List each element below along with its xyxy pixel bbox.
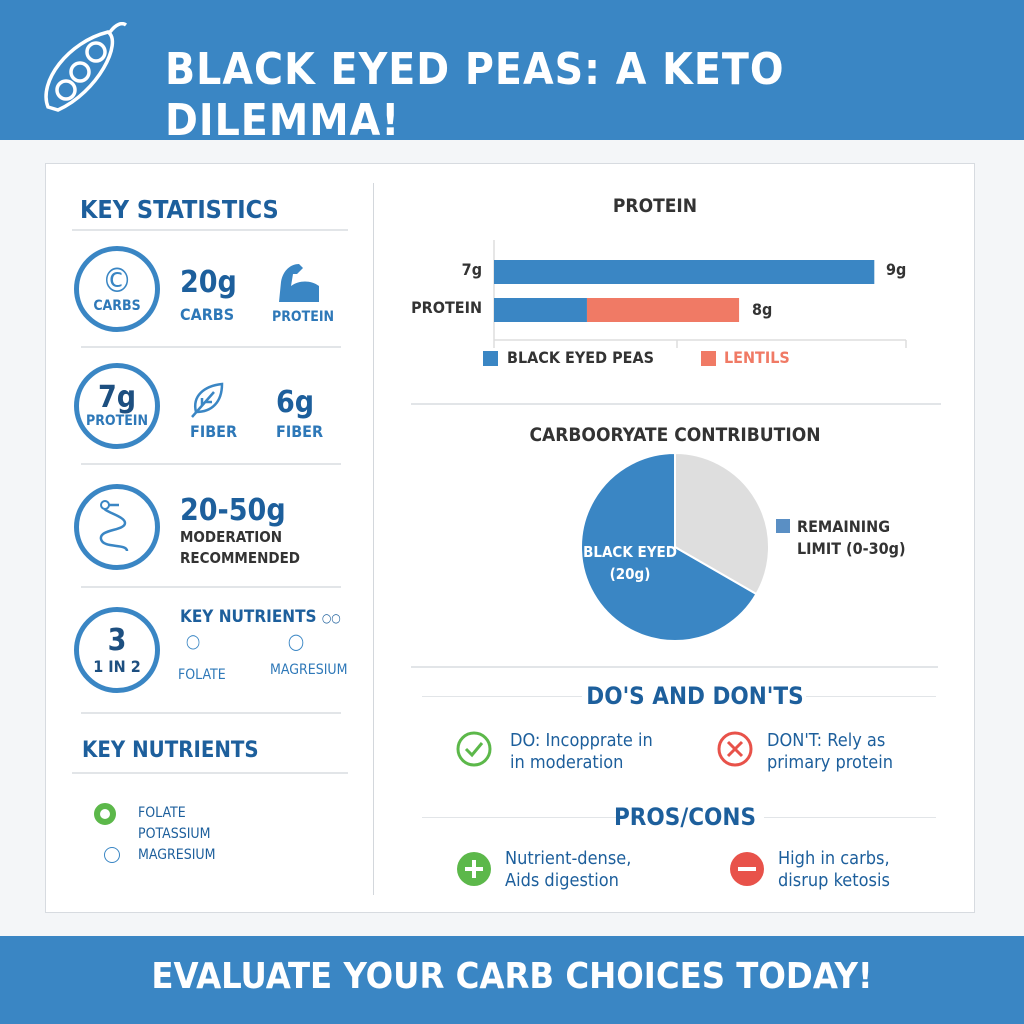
divider [422,817,617,818]
divider [81,346,341,348]
key-nutrients-label: KEY NUTRIENTS ○○ [180,607,341,627]
pro-line: Nutrient-dense, [505,848,632,869]
divider [72,229,348,231]
muscle-arm-icon [279,264,319,302]
pie-legend-label: REMAINING LIMIT (0-30g) [797,516,906,560]
key-nutrients-heading: KEY NUTRIENTS [82,738,259,763]
divider [72,772,348,774]
bar-row-label: 7g [461,260,482,279]
folate-icon: ◯ [186,634,201,650]
carbs-icon: © [101,261,133,301]
pie-slice [674,452,770,596]
dos-donts-heading: DO'S AND DON'TS [586,682,804,710]
ring-label: 1 IN 2 [93,656,141,676]
legend-label: LENTILS [724,348,790,367]
ring-label: PROTEIN [85,413,149,429]
folate-bullet-icon [94,803,116,825]
legend-label: BLACK EYED PEAS [507,348,654,367]
circles-icon: ○○ [321,611,341,625]
con-line: High in carbs, [778,848,890,869]
column-divider [373,183,374,895]
magnesium-label: MAGRESIUM [270,662,348,678]
do-line: DO: Incopprate in [510,730,653,751]
footer-banner [0,936,1024,1024]
legend-line: LIMIT (0-30g) [797,539,906,558]
x-circle-icon [717,731,753,767]
minus-icon [730,852,764,886]
slice-sublabel: (20g) [609,565,651,583]
carbs-value: 20g [180,265,237,300]
moderation-label: MODERATION [180,528,282,546]
call-to-action: EVALUATE YOUR CARB CHOICES TODAY! [151,956,873,997]
list-item: MAGRESIUM [138,847,216,863]
digestion-ring [74,484,160,570]
list-item: FOLATE [138,805,186,821]
legend-swatch-lentils [701,351,716,366]
check-icon [456,731,492,767]
dont-text: DON'T: Rely as primary protein [767,730,893,774]
nutrients-ring: 3 1 IN 2 [74,607,160,693]
bar-row-label: PROTEIN [411,298,482,317]
divider [81,463,341,465]
key-statistics-heading: KEY STATISTICS [80,195,279,224]
plus-icon [457,852,491,886]
pea-pod-icon [44,22,128,112]
divider [422,696,582,697]
pie-slice [580,452,758,642]
carbs-label: CARBS [180,305,235,324]
protein-bar-chart [493,240,907,348]
pie-slice-label: BLACK EYED (20g) [580,541,680,585]
recommended-label: RECOMMENDED [180,549,300,567]
pros-text: Nutrient-dense, Aids digestion [505,848,631,892]
fiber-value: 6g [276,385,315,420]
nutrient-list: FOLATE POTASSIUM MAGRESIUM [138,803,216,866]
moderation-value: 20-50g [180,493,286,528]
legend-swatch-remaining [776,519,790,533]
content-card [45,163,975,913]
divider [81,586,341,588]
page-title: BLACK EYED PEAS: A KETO DILEMMA! [165,44,785,146]
leaf-icon [191,382,224,418]
bar-segment [494,298,587,322]
key-nutrients-text: KEY NUTRIENTS [180,607,317,627]
fiber-icon-label: FIBER [190,422,238,441]
magnesium-icon: ◯ [288,632,305,651]
divider [411,403,941,405]
dont-line: DON'T: Rely as [767,730,886,751]
list-item: POTASSIUM [138,826,211,842]
protein-ring: 7g PROTEIN [74,363,160,449]
dont-line: primary protein [767,752,894,773]
folate-label: FOLATE [178,667,226,683]
intestine-icon [99,500,129,552]
legend-line: REMAINING [797,517,890,536]
carbs-ring: © CARBS [74,246,160,332]
bar-chart-title: PROTEIN [612,195,698,217]
divider [764,817,936,818]
con-line: disrup ketosis [778,870,890,891]
do-line: in moderation [510,752,624,773]
slice-label: BLACK EYED [583,543,677,561]
protein-icon-label: PROTEIN [272,309,335,325]
pie-chart-title: CARBOORYATE CONTRIBUTION [529,424,821,446]
bar-data-label: 9g [886,260,907,279]
pro-line: Aids digestion [505,870,619,891]
header-banner [0,0,1024,140]
ring-value: 3 [107,622,127,658]
bar-segment [586,298,740,322]
bar-segment [494,260,875,284]
do-text: DO: Incopprate in in moderation [510,730,653,774]
divider [81,712,341,714]
cons-text: High in carbs, disrup ketosis [778,848,890,892]
legend-swatch-black-eyed-peas [483,351,498,366]
pros-cons-heading: PROS/CONS [613,803,757,831]
ring-value: 7g [97,380,137,415]
fiber-label: FIBER [276,422,324,441]
ring-label: CARBS [93,298,141,314]
magnesium-bullet-icon [104,847,120,863]
divider [411,666,938,668]
bar-data-label: 8g [752,300,773,319]
divider [806,696,936,697]
carb-pie-chart [580,452,770,642]
